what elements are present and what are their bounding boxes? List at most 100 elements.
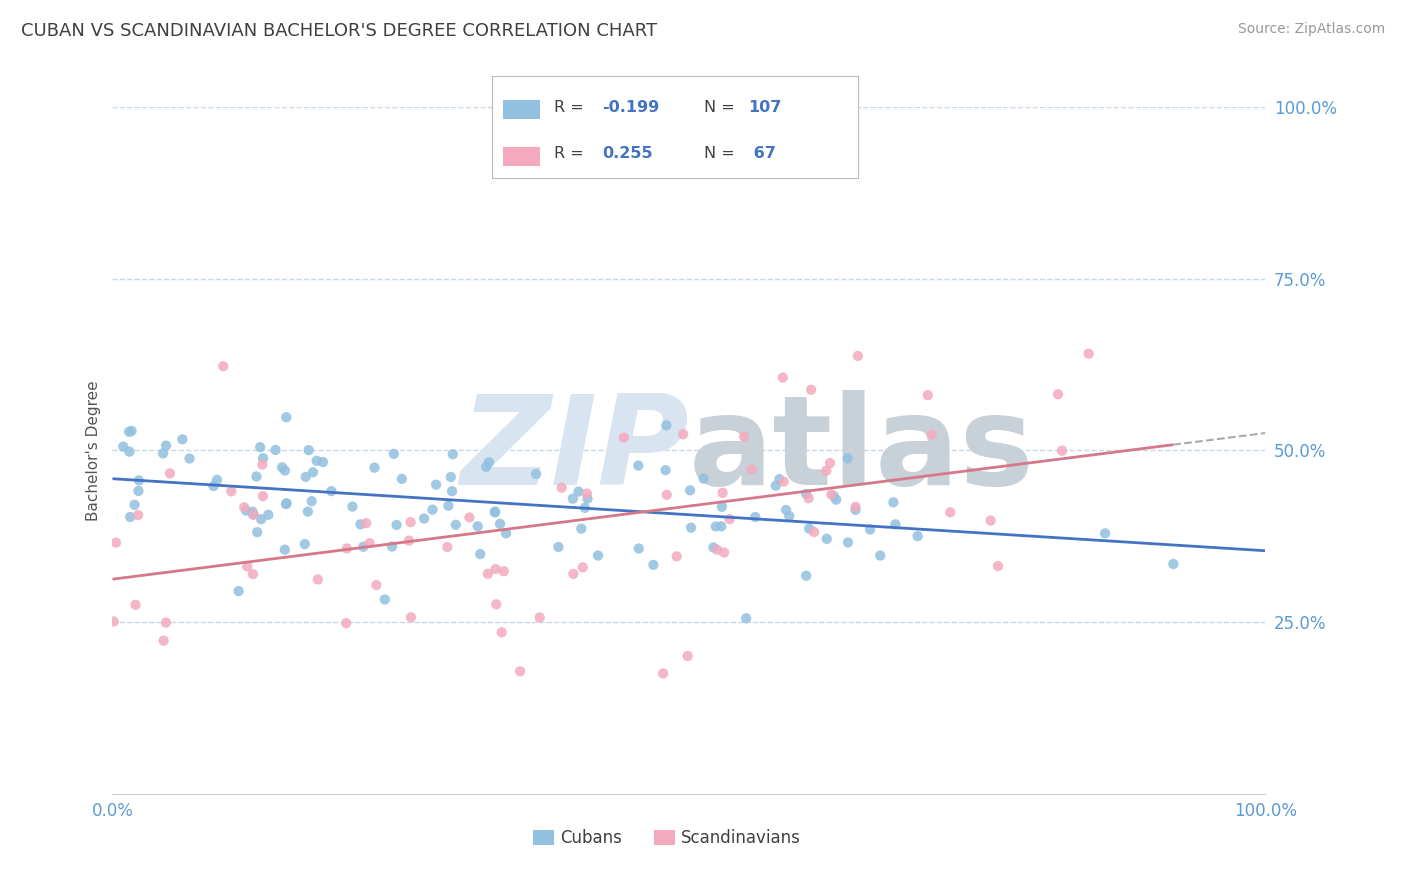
Point	[571, 560, 593, 574]
Point	[797, 491, 820, 506]
Point	[274, 464, 297, 478]
Point	[484, 504, 506, 518]
Point	[735, 611, 758, 625]
Point	[489, 516, 512, 531]
Bar	[533, 830, 554, 846]
Point	[713, 545, 735, 559]
Point	[127, 483, 149, 498]
Point	[702, 541, 724, 555]
Y-axis label: Bachelor's Degree: Bachelor's Degree	[86, 380, 101, 521]
Point	[276, 410, 298, 425]
Point	[547, 540, 569, 554]
Point	[575, 486, 598, 500]
Point	[484, 505, 506, 519]
Point	[800, 383, 823, 397]
Point	[741, 462, 763, 476]
Point	[1077, 347, 1099, 361]
Point	[212, 359, 235, 374]
Point	[803, 524, 825, 539]
Point	[155, 439, 177, 453]
Point	[440, 470, 463, 484]
Point	[242, 567, 264, 582]
Point	[470, 547, 492, 561]
Point	[529, 610, 551, 624]
Text: R =: R =	[554, 100, 589, 114]
Point	[765, 479, 787, 493]
Point	[120, 510, 142, 524]
Text: N =: N =	[704, 100, 740, 114]
Point	[859, 523, 882, 537]
Point	[772, 475, 794, 489]
Point	[665, 549, 688, 564]
Text: N =: N =	[704, 145, 740, 161]
Point	[718, 512, 741, 526]
Point	[917, 388, 939, 402]
Point	[627, 541, 650, 556]
Text: ZIP: ZIP	[460, 390, 689, 511]
Point	[252, 451, 274, 466]
Point	[398, 533, 420, 548]
Point	[179, 451, 201, 466]
Point	[706, 542, 728, 557]
Point	[794, 568, 817, 582]
Point	[228, 584, 250, 599]
Point	[882, 495, 904, 509]
Point	[844, 503, 866, 517]
Point	[562, 566, 585, 581]
Point	[297, 505, 319, 519]
Text: R =: R =	[554, 145, 589, 161]
Point	[205, 473, 228, 487]
Point	[484, 562, 506, 576]
Text: Cubans: Cubans	[560, 829, 621, 847]
Point	[242, 505, 264, 519]
Point	[321, 484, 343, 499]
Text: -0.199: -0.199	[602, 100, 659, 114]
Point	[710, 519, 733, 533]
Point	[987, 559, 1010, 574]
Point	[846, 349, 869, 363]
Point	[301, 494, 323, 508]
Point	[307, 573, 329, 587]
Point	[294, 470, 316, 484]
Point	[422, 502, 444, 516]
Point	[233, 500, 256, 515]
Point	[124, 598, 146, 612]
Point	[276, 496, 298, 510]
Point	[491, 625, 513, 640]
Point	[294, 537, 316, 551]
Point	[252, 458, 274, 472]
Point	[252, 489, 274, 503]
Point	[815, 464, 838, 478]
Point	[152, 633, 174, 648]
Point	[823, 489, 845, 503]
Point	[485, 597, 508, 611]
Point	[236, 559, 259, 574]
Point	[124, 498, 146, 512]
Point	[567, 484, 589, 499]
Point	[477, 566, 499, 581]
Point	[475, 459, 498, 474]
Text: 67: 67	[748, 145, 776, 161]
Point	[679, 483, 702, 498]
Point	[444, 517, 467, 532]
Point	[121, 424, 143, 438]
Point	[907, 529, 929, 543]
Text: Source: ZipAtlas.com: Source: ZipAtlas.com	[1237, 22, 1385, 37]
Point	[704, 519, 727, 533]
Bar	[654, 830, 675, 846]
Point	[298, 443, 321, 458]
Point	[654, 463, 676, 477]
Point	[312, 455, 335, 469]
Point	[391, 472, 413, 486]
Point	[202, 479, 225, 493]
Point	[980, 514, 1002, 528]
Point	[155, 615, 177, 630]
Point	[271, 460, 294, 475]
Point	[118, 425, 141, 439]
Point	[652, 666, 675, 681]
Bar	[503, 147, 540, 166]
Text: Scandinavians: Scandinavians	[681, 829, 801, 847]
Point	[381, 540, 404, 554]
Point	[305, 454, 328, 468]
Point	[845, 500, 868, 514]
